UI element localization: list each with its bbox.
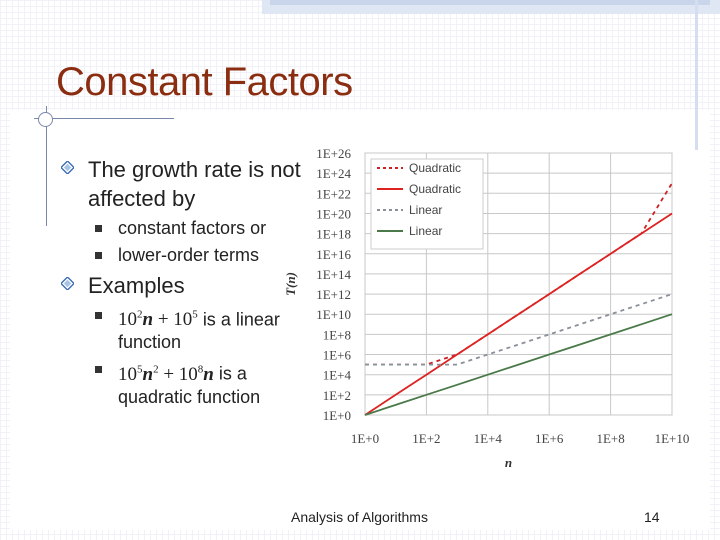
y-tick-label: 1E+16 (316, 247, 351, 262)
log-log-chart: 1E+0 1E+2 1E+4 1E+6 1E+8 1E+10 1E+12 1E+14 1E+16… (283, 146, 690, 470)
y-tick-label: 1E+26 (316, 146, 351, 161)
y-axis-label: T(n) (283, 272, 298, 296)
diamond-bullet-icon (61, 277, 74, 290)
decor-edge (695, 0, 698, 150)
x-tick-label: 1E+2 (412, 431, 440, 446)
title-rule-circle (38, 112, 53, 127)
sub-bullet-item: lower-order terms (60, 244, 310, 267)
sub-bullet-item: 105n2 + 108n is a quadratic function (60, 358, 310, 408)
x-tick-label: 1E+8 (596, 431, 624, 446)
y-tick-label: 1E+22 (316, 186, 351, 201)
y-tick-label: 1E+12 (316, 287, 351, 302)
title-rule-vertical (46, 106, 47, 226)
series-line-4 (364, 313, 673, 416)
bullet-text: Examples (88, 273, 185, 298)
y-tick-label: 1E+0 (323, 408, 351, 423)
x-tick-label: 1E+6 (535, 431, 564, 446)
series-line-3 (365, 293, 673, 366)
legend-label: Quadratic (409, 161, 461, 175)
y-tick-label: 1E+20 (316, 206, 351, 221)
square-bullet-icon (95, 312, 102, 319)
sub-bullet-text: constant factors or (118, 218, 267, 238)
formula-linear: 102n + 105 (118, 309, 198, 331)
sub-bullet-item: constant factors or (60, 217, 310, 240)
legend-label: Quadratic (409, 182, 461, 196)
y-tick-label: 1E+24 (316, 166, 351, 181)
square-bullet-icon (95, 252, 102, 259)
bullet-item: Examples (60, 271, 310, 300)
series-line-2 (364, 212, 673, 416)
bullet-text: The growth rate is not affected by (88, 157, 301, 211)
y-tick-label: 1E+8 (323, 327, 351, 342)
y-tick-label: 1E+6 (323, 348, 352, 363)
y-tick-label: 1E+10 (316, 307, 351, 322)
legend-label: Linear (409, 203, 442, 217)
diamond-bullet-icon (61, 161, 74, 174)
y-tick-label: 1E+18 (316, 227, 351, 242)
bullet-list: The growth rate is not affected by const… (60, 155, 310, 413)
formula-quadratic: 105n2 + 108n (118, 363, 214, 385)
x-tick-label: 1E+0 (351, 431, 379, 446)
square-bullet-icon (95, 225, 102, 232)
x-tick-label: 1E+10 (655, 431, 690, 446)
square-bullet-icon (95, 366, 102, 374)
sub-bullet-item: 102n + 105 is a linear function (60, 304, 310, 354)
sub-bullet-text: is a quadratic function (118, 363, 261, 407)
y-tick-label: 1E+4 (323, 368, 352, 383)
footer-text: Analysis of Algorithms (291, 509, 428, 525)
decor-bar-inner (270, 0, 710, 5)
sub-bullet-text: is a linear function (118, 309, 280, 353)
legend-box (370, 158, 484, 250)
y-tick-label: 1E+2 (323, 388, 351, 403)
page-number: 14 (644, 509, 660, 525)
chart-container: 1E+0 1E+2 1E+4 1E+6 1E+8 1E+10 1E+12 1E+14 1E+16… (280, 135, 700, 475)
sub-bullet-text: lower-order terms (118, 245, 260, 265)
bullet-item: The growth rate is not affected by (60, 155, 310, 213)
slide-title: Constant Factors (56, 60, 353, 104)
x-axis-label: n (505, 455, 512, 470)
title-rule (34, 118, 174, 119)
x-tick-label: 1E+4 (474, 431, 503, 446)
y-tick-label: 1E+14 (316, 267, 351, 282)
legend-label: Linear (409, 224, 442, 238)
